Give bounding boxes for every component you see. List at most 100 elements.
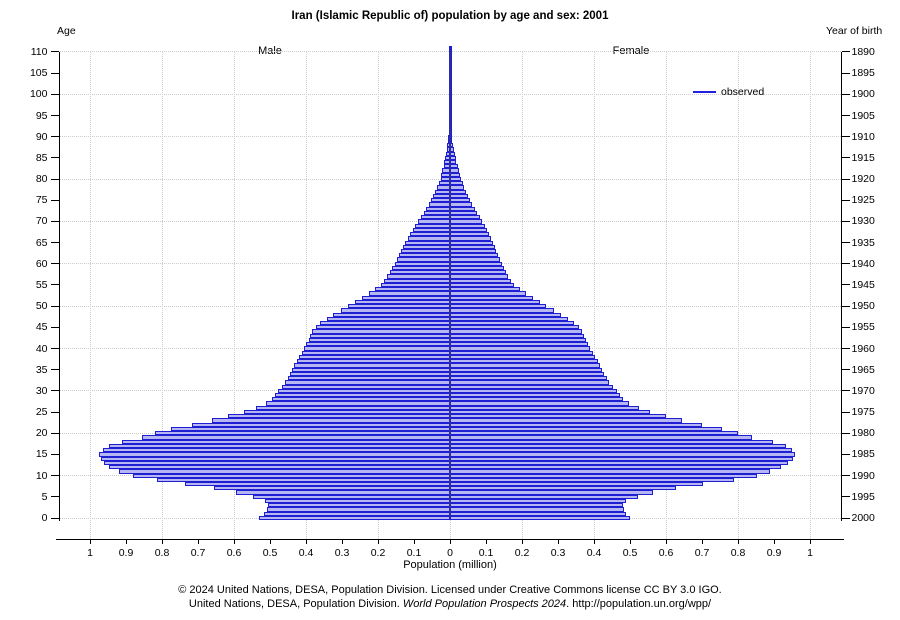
x-tick-label: 0.2 [514,547,530,559]
x-tick [557,538,559,544]
male-bar [398,253,450,258]
female-bar [450,363,601,368]
footer-line1: © 2024 United Nations, DESA, Population … [178,584,722,596]
female-bar [450,456,793,461]
footer-line2-italic: World Population Prospects 2024 [402,598,567,610]
age-tick-label: 5 [41,490,48,503]
v-gridline [161,52,163,539]
year-tick-label: 1930 [851,215,875,228]
male-bar [405,240,450,245]
x-tick [197,538,199,544]
x-tick-label: 0.5 [622,547,638,559]
female-bar [450,295,533,300]
year-tick-label: 1910 [851,130,875,143]
male-bar [227,414,450,419]
x-tick [449,538,451,544]
age-tick [51,178,59,180]
age-tick [51,263,59,265]
x-tick [665,538,667,544]
male-bar [102,448,450,453]
v-gridline [665,52,667,539]
female-bar [450,261,502,266]
female-bar [450,227,488,233]
year-axis-line [841,52,842,521]
year-tick-label: 1925 [851,194,875,207]
legend-item-observed[interactable]: observed [693,86,764,98]
x-tick-label: 0.7 [694,547,710,559]
age-tick-label: 10 [35,469,48,482]
female-bar [450,486,676,491]
female-bar [450,490,654,495]
female-bar [450,494,638,499]
female-bar [450,312,561,317]
female-bar [450,498,627,504]
center-axis-line [448,50,452,517]
x-tick-label: 0.8 [154,547,170,559]
female-bar [450,185,465,190]
female-bar [450,367,603,372]
age-tick [51,242,59,244]
x-tick-label: 0.7 [190,547,206,559]
male-bar [244,409,450,415]
age-tick-label: 80 [35,173,48,186]
male-bar [412,227,450,233]
year-tick-label: 1950 [851,300,875,313]
male-bar [310,333,450,338]
male-bar [275,393,450,398]
female-bar [450,376,607,381]
year-tick-label: 1890 [851,45,875,58]
male-bar [281,384,450,389]
female-bar [450,181,463,186]
female-bar [450,448,792,453]
x-tick [305,538,307,544]
age-tick [51,157,59,159]
year-tick-label: 2000 [851,512,875,524]
male-bar [389,270,450,275]
female-bar [450,299,540,305]
female-bar [450,350,593,355]
male-bar [235,490,450,495]
female-bar [450,270,506,275]
male-bar [410,232,450,237]
x-tick [485,538,487,544]
male-bar [277,388,450,394]
x-tick [809,538,811,544]
male-bar [301,350,450,355]
male-bar [428,202,450,207]
age-tick [51,475,59,477]
female-bar [450,325,579,330]
year-tick [841,136,850,138]
male-bar [271,397,450,402]
year-tick [841,369,850,371]
male-bar [263,511,450,516]
female-bar [450,236,492,241]
age-tick [51,72,59,74]
male-bar [252,494,450,499]
x-tick [773,538,775,544]
female-bar [450,308,554,313]
male-bar [326,316,450,321]
female-bar [450,244,495,249]
male-bar [333,312,450,317]
x-tick-label: 0.5 [262,547,278,559]
male-bar [103,460,450,466]
year-tick-label: 1940 [851,257,875,270]
year-tick [841,242,850,244]
male-bar [294,363,450,368]
female-bar [450,439,773,444]
female-bar [450,359,598,364]
footer-line2-prefix: United Nations, DESA, Population Divisio… [188,598,403,610]
year-tick [841,475,850,477]
year-tick-label: 1895 [851,67,875,80]
male-bar [154,431,450,436]
year-tick-label: 1900 [851,88,875,101]
male-bar [171,426,450,432]
age-tick [51,136,59,138]
year-tick [841,411,850,413]
male-bar [142,435,450,440]
x-tick [737,538,739,544]
age-tick [51,453,59,455]
year-tick-label: 1985 [851,448,875,461]
male-bar [255,405,450,410]
